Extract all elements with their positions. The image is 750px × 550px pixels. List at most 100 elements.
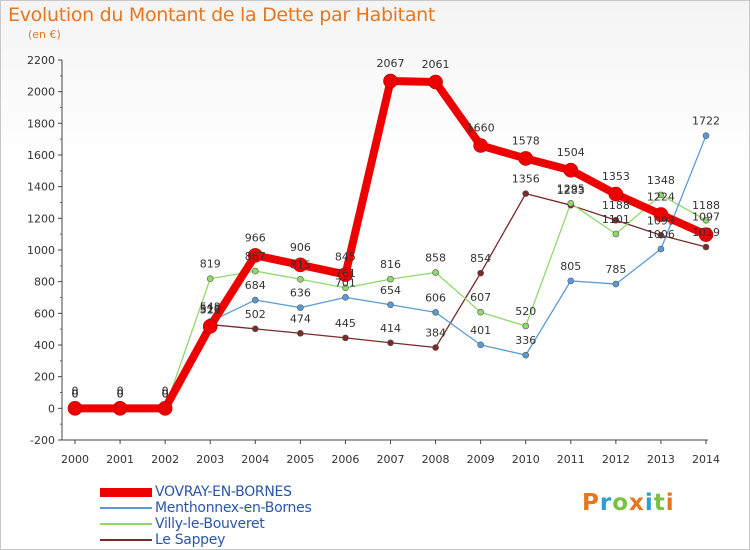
data-point [432,269,439,276]
legend-label: Villy-le-Bouveret [155,516,265,532]
x-tick-label: 2007 [377,453,405,466]
data-point [608,186,624,202]
data-label: 1188 [692,199,720,212]
data-point [342,284,349,292]
y-tick-label: 800 [34,276,55,289]
data-point [657,245,665,253]
data-point [698,227,714,242]
data-label: 0 [72,387,79,400]
data-point [522,351,530,359]
data-point [383,73,398,89]
data-label: 1097 [692,211,720,224]
data-label: 0 [117,387,124,400]
data-point [653,207,669,222]
data-label: 518 [200,302,221,315]
data-point [612,280,620,288]
data-label: 0 [162,387,169,400]
data-label: 0 [72,387,79,400]
data-label: 1348 [647,174,675,187]
data-point [567,199,575,207]
data-label: 966 [245,231,266,244]
data-point [477,308,484,316]
data-point [297,275,304,283]
logo-letter: i [644,490,654,516]
y-tick-label: 200 [34,371,55,384]
data-point [387,301,394,309]
data-point [702,132,710,139]
data-label: 816 [380,258,401,271]
x-tick-label: 2002 [151,453,179,466]
data-point [612,216,620,224]
data-label: 805 [560,260,581,273]
x-tick-label: 2010 [512,453,540,466]
data-point [702,243,710,251]
y-tick-label: 1000 [27,244,55,257]
legend: VOVRAY-EN-BORNES Menthonnex-en-Bornes Vill… [100,484,312,548]
y-tick-label: 2000 [27,86,55,99]
data-point [297,304,304,311]
y-tick-label: 1400 [27,181,55,194]
data-label: 548 [200,301,221,314]
data-label: 520 [515,305,536,318]
legend-item: Le Sappey [100,532,311,548]
x-tick-label: 2003 [196,453,224,466]
data-point [477,269,484,277]
data-label: 1006 [647,228,675,241]
x-tick-label: 2000 [61,453,89,466]
legend-swatch [100,523,152,525]
data-label: 606 [425,291,446,304]
data-label: 0 [117,387,124,400]
data-point [157,401,173,416]
data-point [477,341,484,349]
series-line [75,77,708,413]
data-point [612,230,620,238]
data-label: 1578 [512,134,540,147]
data-point [251,325,259,333]
data-point [432,344,439,351]
y-tick-label: 1600 [27,149,55,162]
data-label: 1101 [602,213,630,226]
data-label: 819 [200,258,221,271]
x-tick-label: 2004 [241,453,269,466]
data-point [518,151,534,166]
legend-label: Menthonnex-en-Bornes [155,500,312,516]
x-tick-label: 2006 [331,453,359,466]
data-point [342,294,349,301]
x-tick-label: 2009 [467,453,495,466]
data-label: 845 [335,251,356,264]
unit-label: (en €) [28,28,61,41]
data-label: 502 [245,308,266,321]
data-label: 0 [162,387,169,400]
data-point [297,329,304,337]
data-label: 1019 [692,226,720,239]
data-point [251,296,259,304]
y-tick-label: 0 [48,402,55,415]
x-tick-label: 2005 [286,453,314,466]
data-label: 336 [515,334,536,347]
data-point [432,309,439,316]
logo-letter: x [629,490,645,516]
data-label: 401 [470,324,491,337]
data-point [702,216,710,224]
data-label: 1504 [557,146,585,159]
data-label: 1356 [512,173,540,186]
x-tick-label: 2012 [602,453,630,466]
data-label: 785 [605,263,626,276]
data-point [112,401,128,416]
y-tick-label: 600 [34,307,55,320]
logo-letter: t [653,490,666,516]
legend-item: VOVRAY-EN-BORNES [100,484,311,500]
data-point [473,138,488,153]
data-label: 0 [72,384,79,397]
y-tick-label: -200 [30,434,55,447]
data-point [428,74,443,90]
data-point [387,275,394,283]
data-label: 384 [425,327,446,340]
data-label: 0 [72,387,79,400]
y-tick-label: 1800 [27,117,55,130]
data-point [522,190,530,197]
data-point [567,277,575,285]
data-label: 1188 [602,199,630,212]
data-label: 815 [290,258,311,271]
